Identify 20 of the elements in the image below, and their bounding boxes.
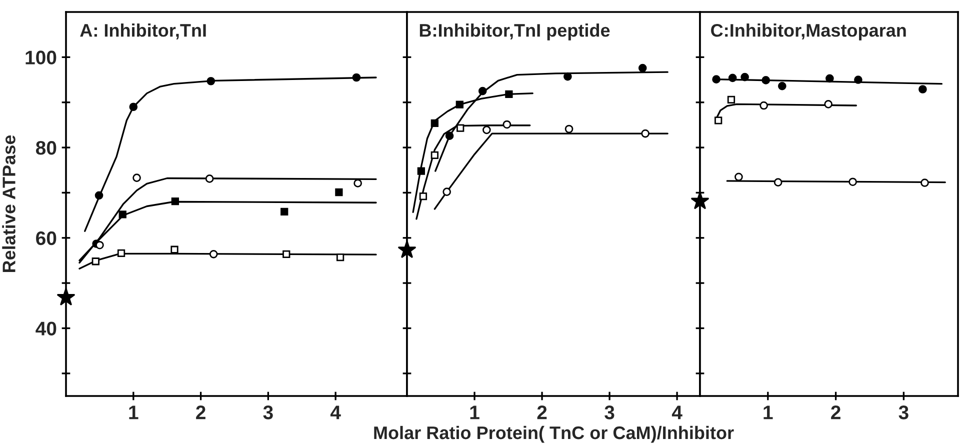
y-tick-label: 60 xyxy=(36,231,56,246)
x-tick-label: 2 xyxy=(196,406,206,420)
x-tick-label: 1 xyxy=(470,406,480,420)
x-tick-label: 4 xyxy=(672,406,682,420)
text: B:Inhibitor,TnI peptide xyxy=(420,24,610,40)
y-tick-label: 80 xyxy=(36,140,56,155)
x-tick-label: 3 xyxy=(898,406,908,420)
x-tick-label: 2 xyxy=(537,406,547,420)
x-axis-title: Molar Ratio Protein( TnC or CaM)/Inhibitor xyxy=(374,426,734,443)
x-tick-label: 1 xyxy=(764,406,773,420)
y-tick-label: 40 xyxy=(36,322,56,336)
x-tick-label: 3 xyxy=(263,406,273,420)
x-tick-label: 2 xyxy=(831,406,840,420)
x-tick-label: 4 xyxy=(330,406,341,420)
y-axis-title: Relative ATPase xyxy=(2,135,16,272)
text: A: Inhibitor,TnI xyxy=(80,24,206,40)
y-tick-label: 100 xyxy=(26,50,56,64)
text: C:Inhibitor,Mastoparan xyxy=(711,24,906,40)
x-tick-label: 3 xyxy=(604,406,614,420)
x-tick-label: 1 xyxy=(129,406,138,420)
